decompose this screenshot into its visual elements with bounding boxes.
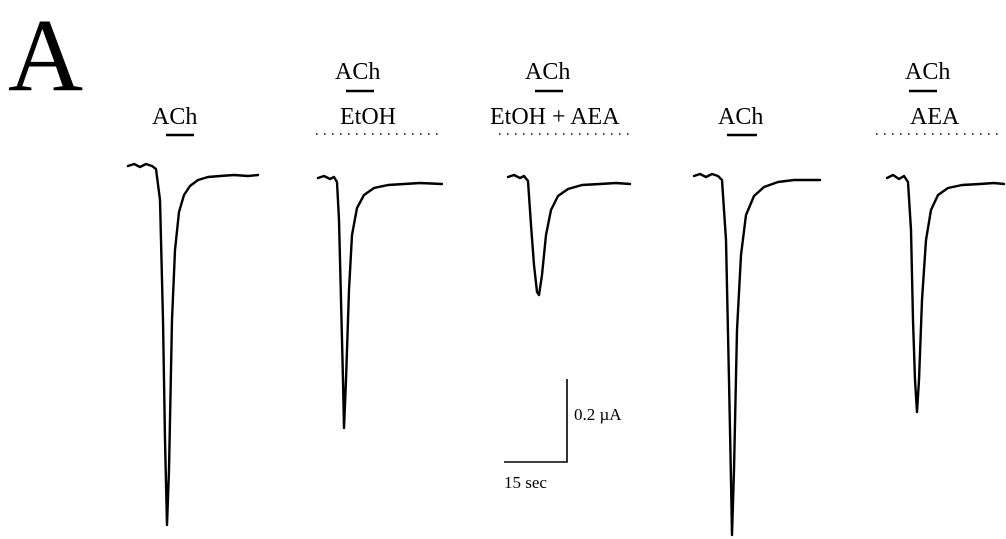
trace-2-drug-label: ACh xyxy=(335,59,380,85)
trace-2-condition-label: EtOH xyxy=(340,104,396,130)
time-scale-label: 15 sec xyxy=(504,473,547,492)
trace-group-5: ACh AEA xyxy=(876,59,1006,414)
trace-group-3: ACh EtOH + AEA xyxy=(490,59,632,297)
panel-label: A xyxy=(8,0,83,113)
trace-2-current-trace xyxy=(316,174,444,430)
trace-5-condition-label: AEA xyxy=(910,104,960,130)
trace-4-current-trace xyxy=(692,172,822,537)
trace-1-drug-label: ACh xyxy=(152,104,197,130)
scale-bars: 0.2 µA 15 sec xyxy=(504,379,622,492)
trace-3-condition-label: EtOH + AEA xyxy=(490,104,620,130)
trace-4-drug-label: ACh xyxy=(718,104,763,130)
trace-3-drug-label: ACh xyxy=(525,59,570,85)
current-scale-label: 0.2 µA xyxy=(574,405,622,424)
trace-1-current-trace xyxy=(126,162,260,527)
trace-group-2: ACh EtOH xyxy=(316,59,444,430)
scale-bar-lines xyxy=(504,379,568,463)
trace-5-drug-label: ACh xyxy=(905,59,950,85)
trace-group-4: ACh xyxy=(692,104,822,537)
trace-5-current-trace xyxy=(885,173,1006,414)
trace-group-1: ACh xyxy=(126,104,260,527)
trace-3-current-trace xyxy=(506,173,632,297)
